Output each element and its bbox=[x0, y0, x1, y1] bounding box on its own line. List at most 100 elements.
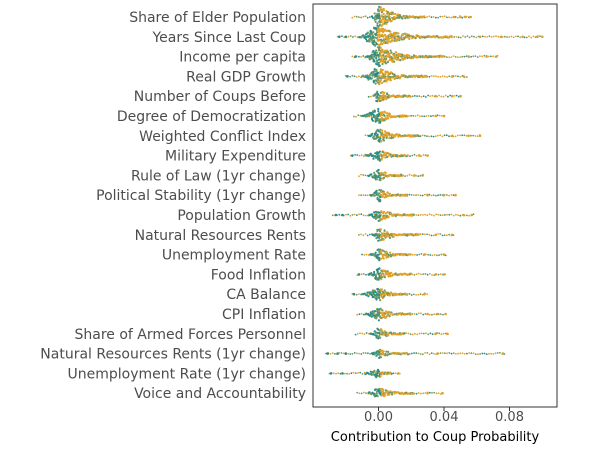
outlier-point bbox=[450, 94, 454, 98]
data-point bbox=[362, 214, 365, 217]
data-point bbox=[380, 210, 383, 213]
data-point bbox=[388, 15, 391, 18]
data-point bbox=[365, 38, 368, 41]
data-point bbox=[376, 374, 379, 377]
data-point bbox=[386, 314, 389, 317]
data-point bbox=[360, 173, 362, 176]
data-point bbox=[388, 75, 391, 78]
data-point bbox=[364, 134, 367, 137]
data-point bbox=[356, 36, 359, 39]
data-point bbox=[470, 134, 472, 137]
data-point bbox=[375, 334, 378, 337]
data-point bbox=[373, 211, 376, 214]
data-point bbox=[380, 349, 383, 352]
feature-swarm bbox=[356, 307, 447, 322]
data-point bbox=[393, 135, 396, 138]
data-point bbox=[381, 156, 384, 159]
data-point bbox=[414, 332, 416, 335]
data-point bbox=[362, 15, 365, 18]
data-point bbox=[447, 95, 449, 98]
data-point bbox=[384, 75, 387, 78]
data-point bbox=[372, 79, 375, 83]
data-point bbox=[351, 55, 354, 58]
outlier-point bbox=[478, 35, 482, 39]
data-point bbox=[391, 57, 394, 61]
data-point bbox=[428, 391, 431, 394]
data-point bbox=[429, 332, 432, 335]
data-point bbox=[401, 33, 405, 37]
data-point bbox=[391, 39, 394, 43]
data-point bbox=[404, 32, 407, 36]
data-point bbox=[370, 15, 374, 18]
data-point bbox=[373, 12, 376, 15]
data-point bbox=[380, 253, 384, 256]
data-point bbox=[452, 194, 455, 197]
data-point bbox=[426, 233, 428, 236]
data-point bbox=[374, 54, 377, 57]
data-point bbox=[375, 57, 378, 60]
data-point bbox=[427, 94, 429, 97]
outlier-point bbox=[450, 233, 454, 237]
feature-label: Share of Armed Forces Personnel bbox=[74, 327, 306, 343]
data-point bbox=[442, 55, 445, 58]
data-point bbox=[388, 393, 391, 396]
data-point bbox=[530, 36, 533, 39]
data-point bbox=[386, 40, 389, 43]
data-point bbox=[406, 56, 409, 60]
data-point bbox=[366, 115, 369, 118]
data-point bbox=[389, 313, 392, 316]
feature-label: Share of Elder Population bbox=[129, 10, 306, 26]
data-point bbox=[377, 155, 380, 158]
data-point bbox=[413, 293, 415, 296]
outlier-point bbox=[467, 55, 470, 58]
outlier-point bbox=[351, 154, 354, 157]
data-point bbox=[365, 392, 367, 394]
data-point bbox=[366, 291, 369, 294]
data-point bbox=[375, 43, 378, 46]
data-point bbox=[366, 74, 369, 77]
data-point bbox=[359, 371, 362, 374]
data-point bbox=[409, 253, 412, 256]
data-point bbox=[380, 316, 383, 320]
data-point bbox=[420, 273, 422, 276]
x-tick-label: 0.08 bbox=[495, 410, 524, 425]
data-point bbox=[479, 55, 481, 58]
data-point bbox=[422, 214, 424, 216]
data-point bbox=[404, 175, 406, 178]
data-point bbox=[394, 35, 397, 38]
feature-label: Political Stability (1yr change) bbox=[96, 188, 306, 204]
data-point bbox=[388, 52, 391, 55]
data-point bbox=[380, 193, 383, 196]
data-point bbox=[374, 132, 377, 135]
data-point bbox=[387, 350, 390, 353]
data-point bbox=[381, 293, 384, 296]
data-point bbox=[374, 152, 377, 155]
data-point bbox=[387, 18, 390, 21]
data-point bbox=[379, 135, 382, 138]
data-point bbox=[375, 293, 378, 296]
data-point bbox=[377, 176, 380, 179]
data-point bbox=[341, 35, 343, 37]
data-point bbox=[434, 135, 437, 138]
data-point bbox=[483, 352, 486, 355]
outlier-point bbox=[459, 15, 462, 19]
data-point bbox=[408, 115, 410, 117]
data-point bbox=[349, 214, 352, 217]
data-point bbox=[370, 272, 373, 275]
data-point bbox=[382, 232, 385, 235]
data-point bbox=[332, 372, 335, 375]
data-point bbox=[403, 332, 406, 335]
data-point bbox=[379, 54, 382, 57]
data-point bbox=[444, 94, 447, 97]
data-point bbox=[415, 352, 418, 354]
feature-swarm bbox=[344, 68, 468, 86]
data-point bbox=[360, 353, 363, 355]
data-point bbox=[435, 16, 437, 19]
data-point bbox=[461, 55, 464, 58]
data-point bbox=[373, 40, 376, 43]
data-point bbox=[364, 174, 367, 177]
data-point bbox=[349, 353, 352, 355]
data-point bbox=[375, 80, 378, 83]
outlier-point bbox=[423, 292, 426, 296]
data-point bbox=[345, 213, 347, 216]
